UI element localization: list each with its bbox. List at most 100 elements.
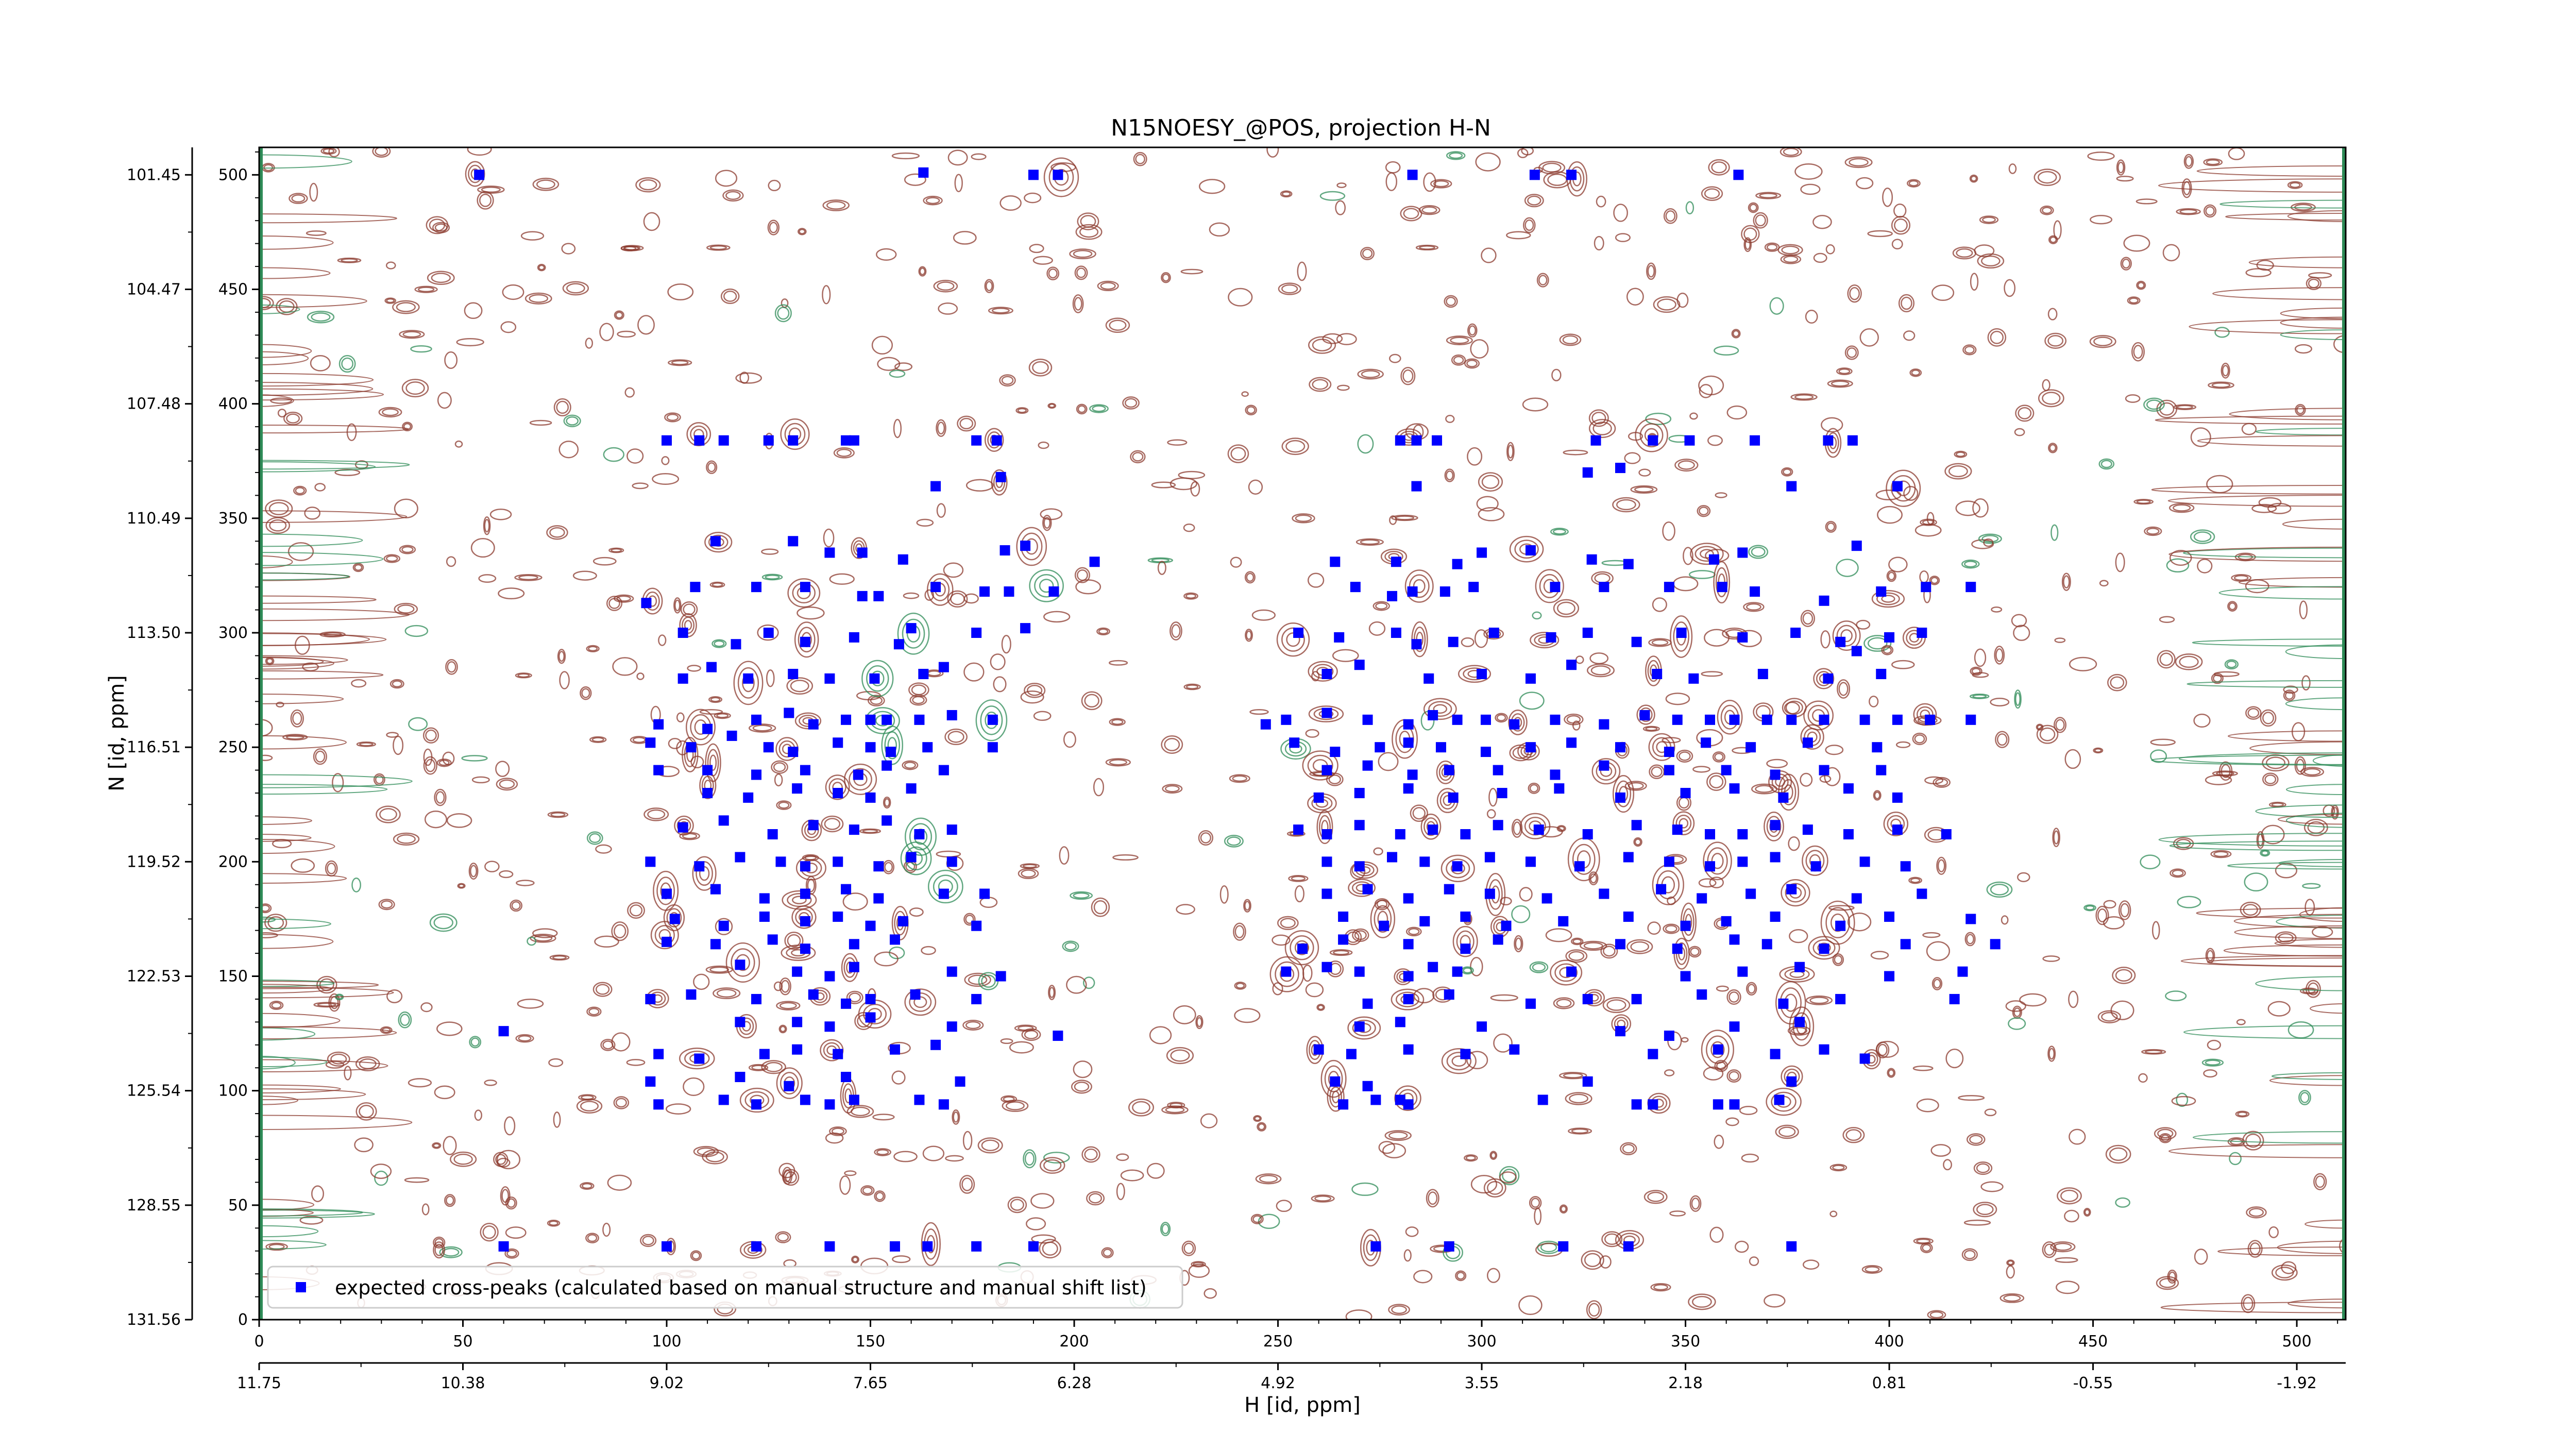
contour-level [382,408,399,416]
x-ppm-tick-label: 2.18 [1668,1374,1703,1392]
contour-level [1967,1133,1986,1146]
contour-streak [259,294,367,308]
contour-level [338,355,356,373]
contour-level [2157,650,2176,669]
contour-streak [259,934,334,949]
contour-level [547,1219,561,1227]
contour-streak [259,632,370,646]
cross-peak-marker [1823,673,1834,684]
contour-level [386,555,398,562]
cross-peak-marker [1546,632,1556,643]
contour-level [690,1250,702,1261]
contour-level [1775,981,1806,1025]
contour-level [1685,201,1694,215]
contour-level [1048,268,1058,279]
contour-level [1828,905,1855,911]
contour-level [2038,389,2064,408]
contour-level [1285,440,1306,453]
cross-peak-marker [1403,893,1414,904]
contour-level [629,904,643,917]
contour-level [1972,498,1989,518]
contour-level [791,905,817,929]
contour-level [1562,335,1579,345]
contour-level [1927,1310,1946,1320]
cross-peak-marker [1321,888,1332,899]
contour-level [2136,198,2158,205]
contour-level [268,502,289,515]
contour-level [612,657,638,676]
contour-level [965,479,994,492]
contour-level [2268,1226,2279,1238]
contour-level [538,264,545,271]
contour-level [1333,950,1350,955]
cross-peak-marker [1391,557,1401,567]
x-index-tick-label: 200 [1059,1333,1089,1351]
cross-peak-marker [1786,884,1797,895]
contour-level [553,1111,561,1128]
contour-level [1873,790,1882,801]
contour-level [1588,1303,1600,1317]
contour-level [936,419,946,437]
contour-level [1634,838,1641,846]
contour-level [314,483,326,492]
contour-level [1683,547,1693,565]
contour-streak [2278,858,2346,867]
contour-level [1259,1174,1278,1183]
contour-level [2083,904,2096,912]
cross-peak-marker [938,888,949,899]
contour-level [1596,195,1606,208]
contour-level [1849,287,1860,300]
contour-level [2315,1175,2325,1188]
contour-level [1426,1189,1439,1208]
contour-level [1116,1183,1125,1201]
cross-peak-marker [849,939,859,950]
contour-level [514,574,543,581]
contour-level [1405,1226,1419,1237]
contour-streak [259,382,374,396]
contour-level [868,695,885,706]
contour-level [1040,508,1063,520]
contour-level [438,760,450,766]
cross-peak-marker [792,783,803,794]
contour-level [1653,296,1681,313]
cross-peak-marker [1439,586,1450,597]
contour-level [518,1035,532,1042]
contour-streak [2168,546,2346,562]
contour-level [1838,368,1851,375]
contour-level [1524,816,1546,836]
cross-peak-marker [662,435,672,446]
contour-level [737,667,759,699]
contour-level [600,1039,616,1051]
contour-level [434,1243,444,1256]
contour-level [849,992,861,1003]
contour-level [863,1003,887,1025]
contour-level [1803,700,1834,731]
cross-peak-marker [1428,710,1438,720]
contour-level [1703,1066,1724,1081]
contour-level [1554,963,1578,982]
cross-peak-marker [979,888,990,899]
cross-peak-marker [1648,1099,1658,1110]
contour-level [2037,171,2057,184]
cross-peak-marker [897,916,908,926]
cross-peak-marker [882,714,892,725]
contour-level [765,1062,783,1072]
cross-peak-marker [882,760,892,771]
contour-level [372,147,391,158]
contour-level [1643,1190,1668,1204]
contour-level [417,287,435,292]
contour-level [1847,912,1872,932]
contour-level [1977,253,2005,269]
contour-level [1891,215,1911,235]
cross-peak-marker [645,737,656,748]
contour-level [1571,937,1584,946]
contour-level [1043,611,1071,623]
contour-level [626,1059,646,1066]
cross-peak-marker [706,662,717,672]
contour-level [1302,750,1338,781]
contour-level [1075,579,1101,595]
cross-peak-marker [767,934,778,945]
contour-level [2007,1260,2014,1266]
contour-level [824,818,841,830]
cross-peak-marker [1843,783,1854,794]
